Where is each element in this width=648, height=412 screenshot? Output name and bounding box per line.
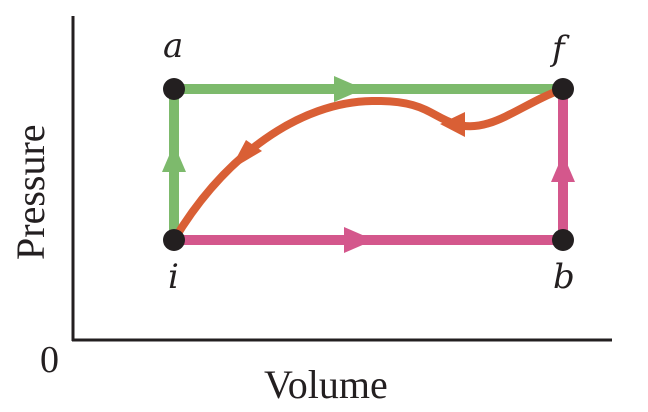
path-fi-curve — [174, 89, 563, 240]
arrow-right-ib-icon — [344, 227, 374, 253]
point-i — [163, 229, 185, 251]
y-axis-label: Pressure — [8, 124, 53, 260]
label-b: b — [553, 257, 575, 297]
label-f: f — [549, 29, 570, 69]
path-fi — [174, 89, 563, 240]
label-i: i — [168, 257, 179, 297]
label-a: a — [163, 26, 183, 66]
origin-label: 0 — [40, 339, 59, 381]
axes — [72, 16, 612, 341]
point-labels: a f i b — [163, 26, 575, 297]
point-b — [552, 229, 574, 251]
point-f — [552, 78, 574, 100]
arrow-up-bf-icon — [551, 154, 575, 182]
arrow-up-ia-icon — [162, 144, 186, 172]
x-axis-label: Volume — [264, 362, 388, 407]
point-a — [163, 78, 185, 100]
